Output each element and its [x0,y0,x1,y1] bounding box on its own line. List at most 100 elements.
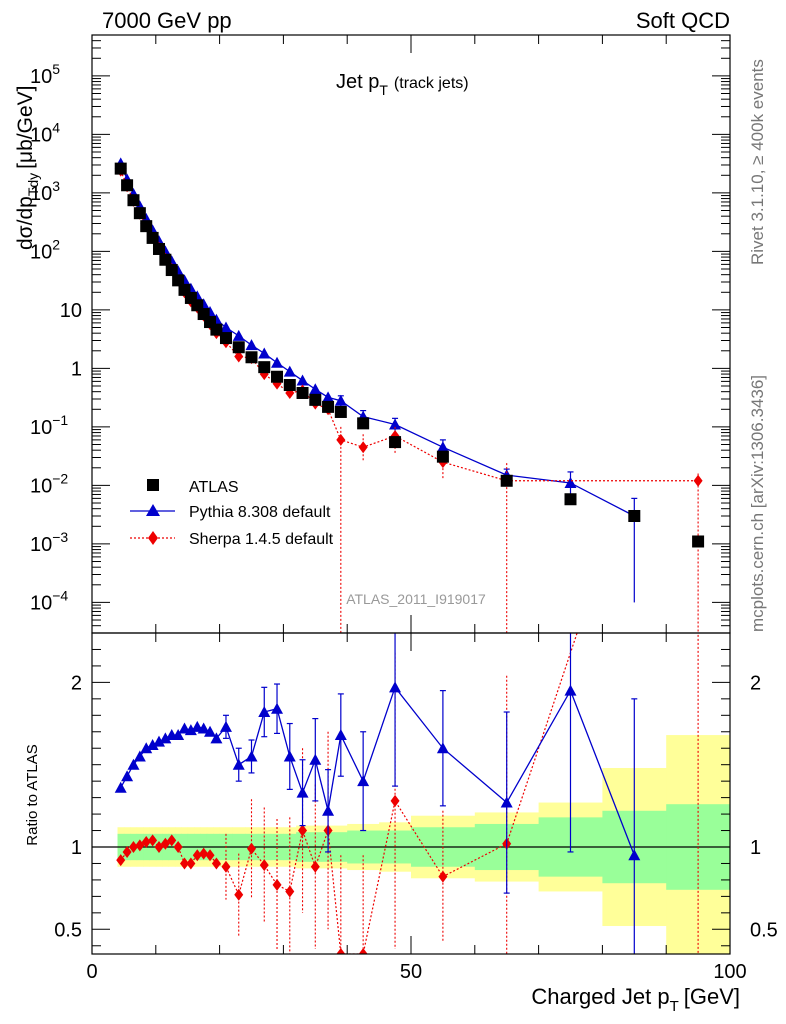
x-tick-label: 0 [86,961,97,983]
atlas-point [159,253,172,266]
pythia-ratio-point [564,684,577,696]
ratio-y-tick-label: 0.5 [54,919,82,941]
atlas-point [140,220,153,233]
pythia-point [322,391,335,403]
x-tick-label: 50 [400,961,422,983]
pythia-ratio-point [283,750,296,762]
main-y-tick-label: 104 [30,119,60,146]
pythia-point [334,394,347,406]
sherpa-ratio-point [199,847,209,860]
main-y-tick-label: 1 [71,358,82,380]
sherpa-ratio-point [180,857,190,870]
atlas-point [271,370,284,383]
pythia-ratio-point [389,681,402,693]
sherpa-ratio-point [221,860,231,873]
sherpa-ratio-point [694,265,703,277]
pythia-ratio-point [357,775,370,787]
pythia-point [564,476,577,488]
sherpa-ratio-point [336,948,346,954]
atlas-point [165,264,178,277]
pythia-line [120,163,635,517]
pythia-point [258,347,271,359]
sherpa-ratio-point [358,948,368,954]
legend-atlas-label: ATLAS [189,479,239,496]
analysis-watermark: ATLAS_2011_I919017 [346,591,486,607]
ratio-y-axis-title: Ratio to ATLAS [24,744,41,845]
atlas-point [219,332,232,345]
atlas-point [146,231,159,244]
legend-sherpa-marker [148,531,158,545]
sherpa-ratio-point [438,870,448,883]
atlas-point [283,379,296,392]
legend-sherpa-label: Sherpa 1.4.5 default [189,531,334,548]
atlas-point [389,436,402,449]
sherpa-ratio-point [310,860,320,873]
legend: ATLAS Pythia 8.308 default Sherpa 1.4.5 … [130,479,334,548]
sherpa-ratio-point [247,842,256,855]
ratio-y-tick-label: 1 [71,837,82,859]
atlas-point [309,393,322,406]
sherpa-ratio-point [259,859,269,872]
pythia-ratio-point [184,724,197,736]
ratio-y-tick-label: 2 [71,672,82,694]
sherpa-ratio-point [192,849,202,862]
legend-pythia-label: Pythia 8.308 default [189,504,331,521]
pythia-ratio-point [309,753,322,765]
pythia-ratio-point [258,706,271,718]
main-y-tick-label: 105 [30,61,60,88]
atlas-point [172,274,185,287]
pythia-point [309,383,322,395]
sherpa-point [234,350,244,363]
mcplots-label: mcplots.cern.ch [arXiv:1306.3436] [748,375,767,632]
atlas-point [500,474,513,487]
atlas-point [628,509,641,522]
pythia-ratio-point [500,796,513,808]
ratio-frame [91,632,731,955]
sherpa-ratio-point [122,845,132,858]
sherpa-ratio-point [234,888,244,901]
x-axis-title: Charged Jet pT [GeV] [531,984,740,1015]
pythia-ratio-point [245,750,258,762]
legend-atlas-marker [147,479,159,491]
plot-title: Jet pT (track jets) [336,71,469,98]
sherpa-point [358,441,368,454]
sherpa-point [336,433,346,446]
sherpa-ratio-point [173,841,183,853]
sherpa-ratio-point [285,885,295,898]
pythia-ratio-point [322,804,335,816]
pythia-point [219,321,232,333]
atlas-point [114,162,127,175]
atlas-point [296,386,309,399]
pythia-ratio-point [159,732,172,744]
process-label: Soft QCD [636,8,730,33]
main-y-tick-label: 10 [60,300,82,322]
atlas-point [564,493,577,506]
main-axis-ticks: 10−4 10−3 10−2 10−1 1 10 102 103 104 105 [30,34,731,634]
pythia-ratio-point [197,722,210,734]
pythia-ratio-point [219,720,232,732]
main-y-axis-title: dσ/dpTdy[μb/GeV] [14,86,41,251]
pythia-ratio-point [172,729,185,741]
pythia-point [296,374,309,386]
ratio-y-tick-label-right: 2 [750,672,761,694]
sherpa-ratio-point [167,834,177,847]
pythia-ratio-point [628,849,641,861]
sherpa-ratio-point [205,849,215,862]
pythia-ratio-point [334,729,347,741]
ratio-data-marks [114,265,703,954]
atlas-point [258,361,271,374]
main-data-marks [114,157,705,633]
pythia-ratio-point [204,725,217,737]
pythia-ratio-point [121,770,134,782]
main-y-tick-label: 10−2 [30,470,68,497]
atlas-point [322,400,335,413]
pythia-point [436,441,449,453]
sherpa-ratio-point [128,841,138,853]
atlas-point [232,341,245,354]
main-y-tick-label: 102 [30,236,60,263]
pythia-ratio-point [152,735,165,747]
x-tick-label: 100 [713,961,746,983]
sherpa-ratio-point [298,824,308,837]
pythia-ratio-point [436,742,449,754]
